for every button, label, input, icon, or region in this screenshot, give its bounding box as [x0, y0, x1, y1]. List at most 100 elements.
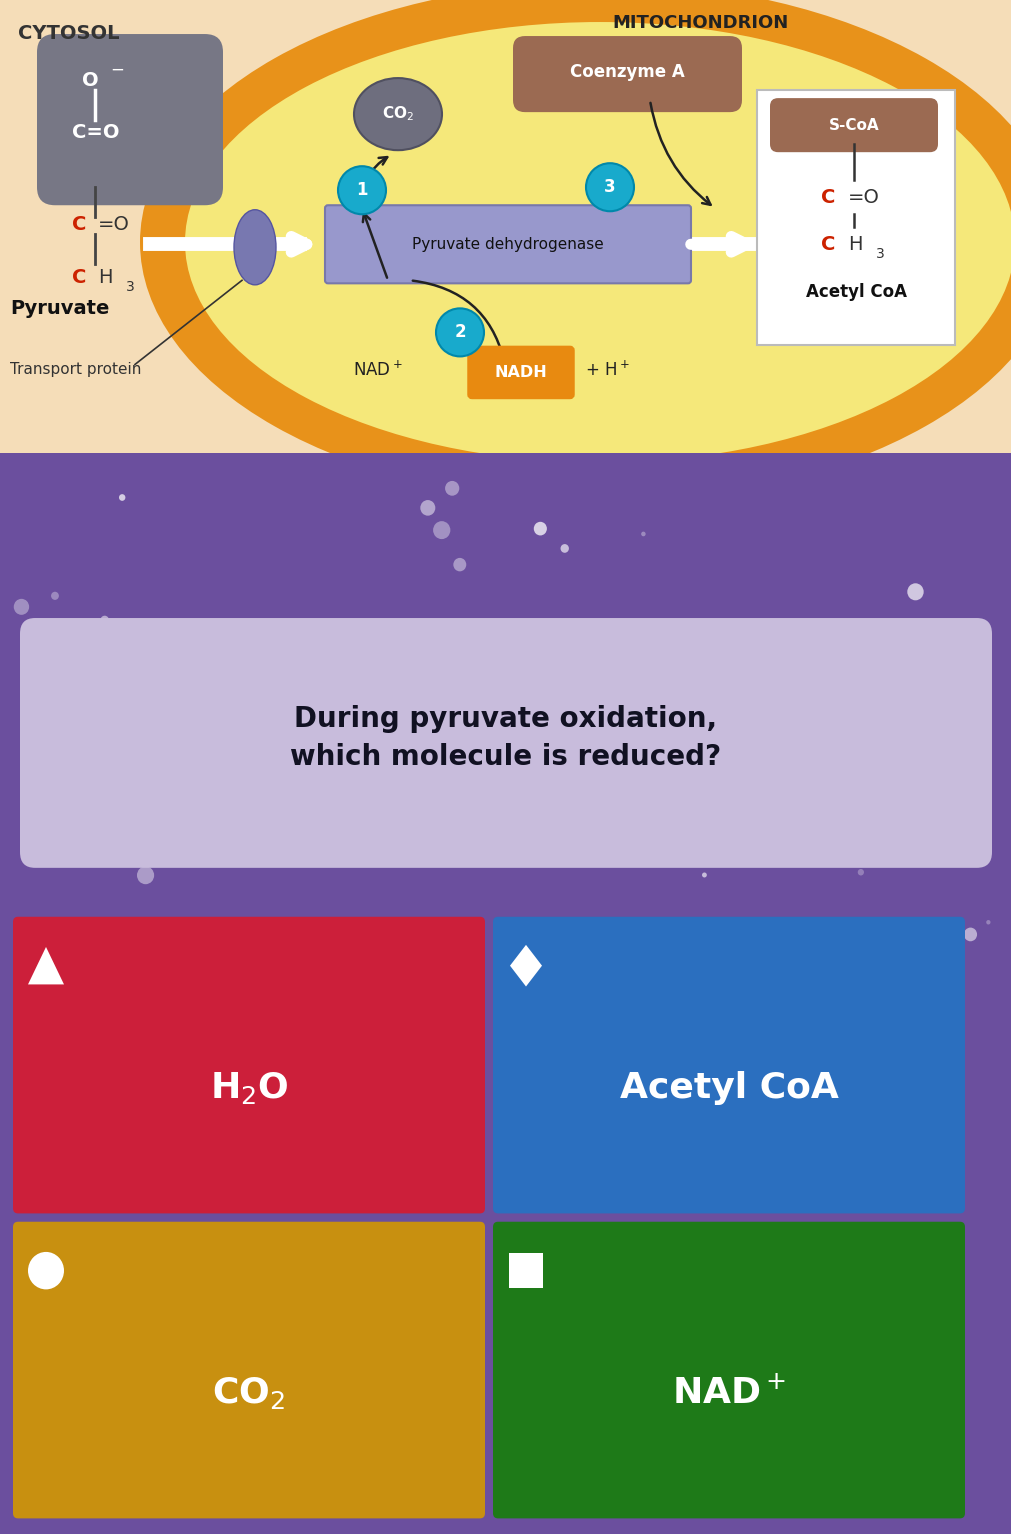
Circle shape: [254, 980, 265, 992]
Circle shape: [453, 558, 466, 571]
Circle shape: [913, 848, 922, 859]
Circle shape: [714, 741, 719, 747]
Circle shape: [248, 784, 258, 795]
Text: Transport protein: Transport protein: [10, 362, 142, 377]
Circle shape: [34, 824, 45, 836]
Text: Pyruvate dehydrogenase: Pyruvate dehydrogenase: [411, 236, 604, 252]
Text: C: C: [72, 215, 86, 233]
Text: 1: 1: [356, 181, 367, 199]
Circle shape: [51, 592, 59, 600]
Text: MITOCHONDRION: MITOCHONDRION: [612, 14, 788, 32]
Circle shape: [884, 620, 891, 627]
FancyBboxPatch shape: [325, 206, 691, 284]
Polygon shape: [28, 946, 64, 985]
Text: −: −: [110, 61, 123, 80]
Text: C: C: [820, 187, 834, 207]
FancyBboxPatch shape: [492, 1221, 964, 1519]
Text: CYTOSOL: CYTOSOL: [18, 25, 119, 43]
Text: CO$_2$: CO$_2$: [212, 1374, 285, 1411]
Polygon shape: [510, 945, 542, 986]
Text: + H$^+$: + H$^+$: [584, 360, 629, 380]
Circle shape: [458, 670, 476, 689]
Circle shape: [38, 672, 54, 689]
Text: C=O: C=O: [72, 123, 119, 141]
Circle shape: [711, 1097, 718, 1104]
Text: Acetyl CoA: Acetyl CoA: [619, 1071, 837, 1104]
Circle shape: [454, 1002, 465, 1014]
Circle shape: [702, 873, 706, 877]
Text: Pyruvate: Pyruvate: [10, 299, 109, 319]
FancyBboxPatch shape: [468, 347, 572, 397]
Text: 3: 3: [126, 281, 134, 295]
Circle shape: [68, 985, 76, 992]
Circle shape: [901, 994, 917, 1011]
Text: C: C: [820, 235, 834, 253]
FancyBboxPatch shape: [13, 917, 484, 1213]
Ellipse shape: [140, 0, 1011, 503]
Circle shape: [953, 833, 968, 848]
Circle shape: [857, 868, 863, 876]
Circle shape: [641, 532, 645, 537]
Circle shape: [986, 920, 990, 925]
Circle shape: [640, 1091, 649, 1100]
Circle shape: [100, 615, 109, 624]
Circle shape: [561, 957, 575, 971]
Circle shape: [734, 742, 750, 759]
Text: O: O: [82, 71, 98, 89]
Circle shape: [904, 715, 918, 729]
Circle shape: [302, 946, 311, 956]
FancyBboxPatch shape: [769, 98, 937, 152]
Circle shape: [587, 939, 593, 945]
Text: NAD$^+$: NAD$^+$: [671, 1376, 786, 1410]
Text: Acetyl CoA: Acetyl CoA: [805, 284, 906, 301]
Circle shape: [560, 545, 568, 552]
Circle shape: [884, 1026, 889, 1031]
Circle shape: [533, 522, 546, 535]
Ellipse shape: [354, 78, 442, 150]
FancyBboxPatch shape: [20, 618, 991, 868]
Circle shape: [14, 598, 29, 615]
Circle shape: [705, 1132, 711, 1138]
Circle shape: [136, 867, 154, 884]
Text: Coenzyme A: Coenzyme A: [569, 63, 684, 81]
Text: NADH: NADH: [494, 365, 547, 380]
Circle shape: [82, 643, 87, 649]
Ellipse shape: [185, 21, 1011, 463]
Text: S-CoA: S-CoA: [828, 118, 879, 132]
Text: 2: 2: [454, 324, 465, 342]
Text: =O: =O: [98, 215, 129, 233]
Circle shape: [24, 1120, 39, 1137]
Circle shape: [433, 522, 450, 538]
FancyBboxPatch shape: [756, 91, 954, 345]
Text: 3: 3: [604, 178, 616, 196]
Circle shape: [425, 650, 435, 663]
Circle shape: [555, 769, 571, 785]
Circle shape: [909, 1146, 916, 1154]
Circle shape: [982, 646, 986, 650]
Circle shape: [710, 764, 715, 767]
FancyBboxPatch shape: [509, 1253, 543, 1289]
Text: H: H: [847, 235, 861, 253]
Circle shape: [842, 683, 860, 703]
Circle shape: [827, 755, 835, 764]
Text: During pyruvate oxidation,
which molecule is reduced?: During pyruvate oxidation, which molecul…: [290, 704, 721, 770]
Text: H: H: [98, 268, 112, 287]
Circle shape: [915, 657, 921, 661]
Circle shape: [456, 1045, 461, 1049]
Circle shape: [391, 739, 407, 756]
Circle shape: [515, 799, 523, 807]
Circle shape: [119, 494, 125, 500]
Circle shape: [436, 308, 483, 356]
Ellipse shape: [234, 210, 276, 285]
Text: NAD$^+$: NAD$^+$: [353, 360, 402, 380]
Circle shape: [972, 847, 984, 858]
Circle shape: [26, 736, 42, 753]
FancyBboxPatch shape: [13, 1221, 484, 1519]
Circle shape: [367, 1057, 379, 1069]
Circle shape: [338, 166, 385, 215]
Circle shape: [28, 1252, 64, 1290]
Circle shape: [223, 965, 231, 973]
Circle shape: [962, 928, 976, 942]
Circle shape: [420, 500, 435, 515]
Text: CO$_2$: CO$_2$: [381, 104, 413, 123]
